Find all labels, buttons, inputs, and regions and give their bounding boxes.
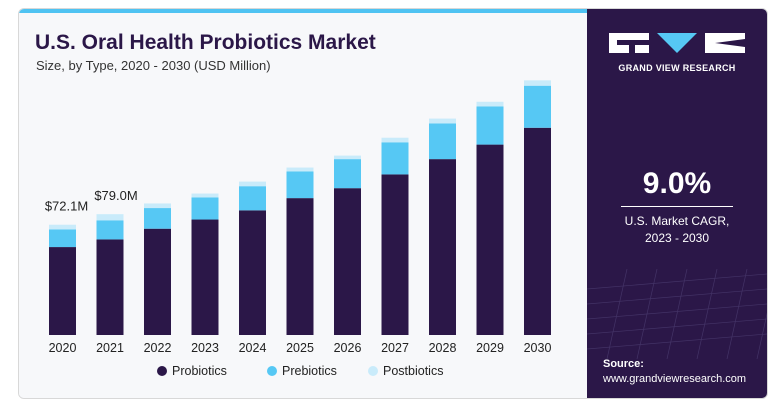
x-tick-label-2025: 2025 xyxy=(286,341,314,355)
stacked-bar-chart: 2020 2021 2022 2023 2024 2025 2026 2027 2028 2029… xyxy=(45,80,552,378)
cagr-label: U.S. Market CAGR, 2023 - 2030 xyxy=(587,213,767,247)
legend-swatch-prebiotics xyxy=(267,366,277,376)
bar-probiotics-2027 xyxy=(381,174,409,335)
bar-prebiotics-2020 xyxy=(49,229,76,248)
bar-postbiotics-2026 xyxy=(334,155,361,160)
x-tick-label-2021: 2021 xyxy=(96,341,124,355)
x-tick-label-2023: 2023 xyxy=(191,341,219,355)
bar-prebiotics-2026 xyxy=(334,159,361,189)
chart-panel: U.S. Oral Health Probiotics Market Size,… xyxy=(19,13,587,398)
bar-postbiotics-2029 xyxy=(476,101,504,107)
x-tick-label-2029: 2029 xyxy=(476,341,504,355)
bar-probiotics-2029 xyxy=(476,144,504,335)
bar-probiotics-2025 xyxy=(286,198,314,335)
x-tick-label-2028: 2028 xyxy=(429,341,457,355)
bar-postbiotics-2021 xyxy=(96,214,124,221)
source-label: Source: xyxy=(603,358,644,370)
x-tick-label-2024: 2024 xyxy=(239,341,267,355)
cagr-label-line2: 2023 - 2030 xyxy=(644,231,710,245)
bar-postbiotics-2023 xyxy=(191,193,219,198)
bar-probiotics-2028 xyxy=(429,159,456,335)
legend-swatch-postbiotics xyxy=(368,366,378,376)
bar-probiotics-2021 xyxy=(96,239,124,335)
bar-prebiotics-2029 xyxy=(476,106,504,145)
bar-probiotics-2022 xyxy=(144,228,171,335)
data-label-2020: $72.1M xyxy=(45,199,88,214)
infographic-frame: U.S. Oral Health Probiotics Market Size,… xyxy=(18,8,768,399)
bar-postbiotics-2020 xyxy=(49,224,76,230)
bar-probiotics-2020 xyxy=(49,247,76,335)
decorative-grid xyxy=(587,269,767,359)
bar-prebiotics-2025 xyxy=(286,171,314,199)
bar-prebiotics-2022 xyxy=(144,208,171,229)
x-tick-label-2027: 2027 xyxy=(381,341,409,355)
bar-postbiotics-2024 xyxy=(239,181,266,187)
bar-probiotics-2024 xyxy=(239,210,266,335)
bar-postbiotics-2025 xyxy=(286,167,314,172)
cagr-value: 9.0% xyxy=(642,167,712,200)
bar-prebiotics-2021 xyxy=(96,220,124,240)
bar-probiotics-2023 xyxy=(191,219,219,335)
bar-prebiotics-2023 xyxy=(191,197,219,220)
brand-name: GRAND VIEW RESEARCH xyxy=(618,63,736,73)
cagr-label-line1: U.S. Market CAGR, xyxy=(624,214,730,228)
x-tick-label-2022: 2022 xyxy=(144,341,172,355)
x-tick-label-2020: 2020 xyxy=(49,341,77,355)
data-label-2021: $79.0M xyxy=(94,188,137,203)
x-tick-label-2026: 2026 xyxy=(334,341,362,355)
bar-probiotics-2030 xyxy=(524,127,551,335)
bar-prebiotics-2027 xyxy=(381,142,409,175)
bar-prebiotics-2024 xyxy=(239,186,266,211)
chart-title: U.S. Oral Health Probiotics Market xyxy=(35,31,376,54)
bar-postbiotics-2028 xyxy=(429,118,456,124)
legend-label-prebiotics: Prebiotics xyxy=(282,364,337,378)
legend-swatch-probiotics xyxy=(157,366,167,376)
brand-panel: GRAND VIEW RESEARCH 9.0% U.S. Market CAG… xyxy=(587,9,767,398)
source-note: Source: www.grandviewresearch.com xyxy=(603,357,746,387)
cagr-divider xyxy=(621,206,733,207)
accent-bar xyxy=(19,9,587,13)
bar-prebiotics-2028 xyxy=(429,123,456,160)
x-tick-label-2030: 2030 xyxy=(524,341,552,355)
bar-postbiotics-2027 xyxy=(381,137,409,143)
bar-postbiotics-2022 xyxy=(144,203,171,209)
legend-label-postbiotics: Postbiotics xyxy=(383,364,443,378)
legend-label-probiotics: Probiotics xyxy=(172,364,227,378)
bar-probiotics-2026 xyxy=(334,188,361,335)
grand-view-research-logo xyxy=(609,33,745,53)
bar-prebiotics-2030 xyxy=(524,85,551,128)
bar-postbiotics-2030 xyxy=(524,80,551,86)
chart-subtitle: Size, by Type, 2020 - 2030 (USD Million) xyxy=(36,58,271,73)
source-url[interactable]: www.grandviewresearch.com xyxy=(603,373,747,385)
